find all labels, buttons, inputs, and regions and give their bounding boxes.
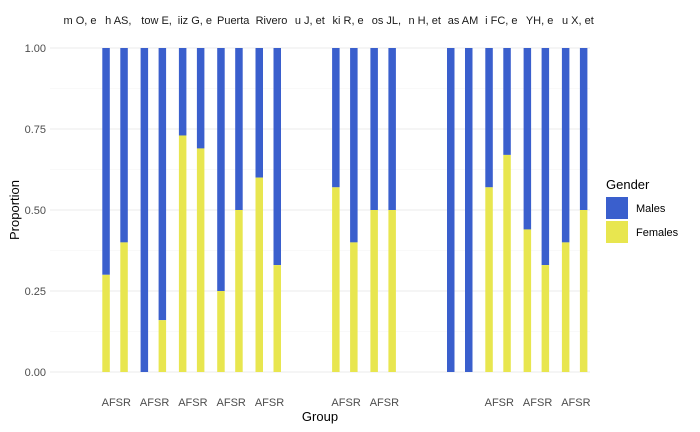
bar-males-sr	[120, 48, 128, 243]
bar-males-af	[102, 48, 110, 275]
x-tick-label: AFSR	[561, 397, 590, 409]
bar-males-af	[332, 48, 340, 188]
x-tick-label: AFSR	[523, 397, 552, 409]
grid-lines	[50, 47, 590, 373]
x-tick-label: AFSR	[217, 397, 246, 409]
legend: Gender Males Females	[606, 177, 679, 243]
facet-strip-label: Puerta	[217, 15, 250, 27]
bar-males-af	[217, 48, 225, 291]
bar-females-af	[561, 242, 570, 372]
facet-strip-label: ki R, e	[333, 15, 364, 27]
facet-strip-label: as AM	[448, 15, 479, 27]
bar-females-sr	[120, 242, 128, 372]
facet-strip-label: YH, e	[526, 15, 554, 27]
bar-females-sr	[350, 242, 358, 372]
bar-females-sr	[158, 320, 167, 372]
facet-strip-label: os JL,	[372, 15, 401, 27]
y-tick-label: 1.00	[25, 43, 46, 55]
facet-strip-label: n H, et	[408, 15, 440, 27]
bar-females-sr	[388, 210, 396, 372]
bar-females-sr	[273, 265, 281, 372]
facet-strip-label: iiz G, e	[178, 15, 212, 27]
facet-strip-label: tow E,	[141, 15, 172, 27]
bar-females-sr	[235, 210, 243, 372]
bar-males-sr	[503, 48, 511, 155]
x-tick-label: AFSR	[140, 397, 169, 409]
bar-males-af	[255, 48, 263, 178]
bar-females-sr	[503, 154, 511, 372]
x-tick-label: AFSR	[485, 397, 514, 409]
bar-males-sr	[579, 48, 588, 210]
x-tick-label: AFSR	[370, 397, 399, 409]
bar-females-sr	[196, 148, 205, 372]
bar-males-af	[485, 48, 493, 188]
bar-females-af	[523, 229, 532, 372]
x-tick-label: AFSR	[178, 397, 207, 409]
bar-females-sr	[541, 265, 550, 372]
facet-strip-label: u X, et	[562, 15, 594, 27]
bar-females-af	[370, 210, 378, 372]
bar-males-sr	[235, 48, 243, 210]
legend-label-females: Females	[636, 227, 679, 239]
bar-females-af	[178, 135, 187, 372]
x-axis-title: Group	[302, 409, 338, 424]
bar-females-sr	[579, 210, 588, 372]
bar-males-sr	[541, 48, 550, 266]
y-axis-ticks: 0.00 0.25 0.50 0.75 1.00	[25, 43, 46, 379]
facet-strip-label: h AS,	[105, 15, 131, 27]
x-axis-ticks: AFSR AFSR AFSR AFSR AFSR AFSR AFSR AFSR AFSR AFSR	[102, 397, 591, 409]
x-tick-label: AFSR	[255, 397, 284, 409]
bar-males-sr	[465, 48, 473, 372]
y-tick-label: 0.25	[25, 286, 46, 298]
bar-males-af	[523, 48, 532, 230]
facet-strips: m O, e h AS, tow E, iiz G, e Puerta Rivero u J…	[63, 15, 593, 27]
bar-females-af	[255, 177, 263, 372]
facet-strip-label: m O, e	[63, 15, 96, 27]
bar-males-sr	[158, 48, 167, 321]
bar-males-af	[447, 48, 455, 372]
y-tick-label: 0.00	[25, 367, 46, 379]
facet-strip-label: i FC, e	[485, 15, 517, 27]
bar-males-af	[140, 48, 149, 372]
bar-females-af	[332, 187, 340, 372]
legend-title: Gender	[606, 177, 650, 192]
bar-males-af	[370, 48, 378, 210]
x-tick-label: AFSR	[102, 397, 131, 409]
bar-males-sr	[350, 48, 358, 243]
bar-females-af	[102, 274, 110, 372]
legend-label-males: Males	[636, 203, 666, 215]
bar-females-af	[485, 187, 493, 372]
facet-strip-label: Rivero	[256, 15, 288, 27]
legend-swatch-males	[606, 197, 628, 219]
bar-males-af	[178, 48, 187, 136]
bar-males-sr	[388, 48, 396, 210]
x-tick-label: AFSR	[331, 397, 360, 409]
y-tick-label: 0.75	[25, 124, 46, 136]
bar-females-af	[217, 291, 225, 372]
bar-males-sr	[273, 48, 281, 266]
y-axis-title: Proportion	[7, 180, 22, 240]
bar-males-sr	[196, 48, 205, 149]
bars	[102, 48, 588, 372]
y-tick-label: 0.50	[25, 205, 46, 217]
legend-swatch-females	[606, 221, 628, 243]
facet-strip-label: u J, et	[295, 15, 325, 27]
bar-males-af	[561, 48, 570, 243]
